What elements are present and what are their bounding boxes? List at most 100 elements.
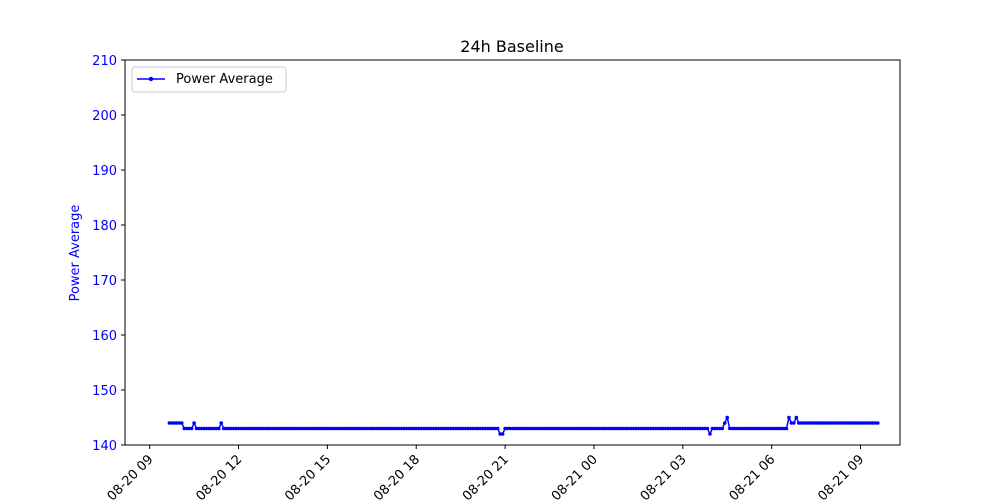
data-point <box>268 426 273 431</box>
data-point <box>567 426 572 431</box>
data-point <box>453 426 458 431</box>
data-point <box>787 415 791 420</box>
data-point <box>278 426 283 431</box>
data-point <box>251 426 256 431</box>
data-point <box>426 426 431 431</box>
data-point <box>231 426 236 431</box>
data-point <box>693 426 697 431</box>
data-point <box>172 421 177 425</box>
data-point <box>352 426 357 431</box>
data-point <box>407 426 411 431</box>
data-point <box>816 421 821 425</box>
data-point <box>192 421 196 425</box>
data-point <box>318 426 322 431</box>
data-point <box>535 426 539 431</box>
data-point <box>207 426 211 431</box>
data-point <box>461 426 465 431</box>
data-point <box>520 426 525 431</box>
data-point <box>439 426 443 431</box>
data-point <box>762 426 767 431</box>
data-point <box>468 426 473 431</box>
data-point <box>370 426 374 431</box>
data-point <box>614 426 618 431</box>
data-point <box>409 426 414 431</box>
data-point <box>683 426 688 431</box>
data-point <box>273 426 278 431</box>
data-point <box>602 426 606 431</box>
data-point <box>626 426 631 431</box>
data-point <box>634 426 638 431</box>
data-point <box>673 426 678 431</box>
data-point <box>286 426 290 431</box>
data-point <box>234 426 238 431</box>
data-point <box>695 426 700 431</box>
y-tick-label: 180 <box>92 219 117 234</box>
data-point <box>582 426 586 431</box>
data-point <box>397 426 401 431</box>
data-point <box>836 421 841 425</box>
data-point <box>710 426 715 431</box>
data-point <box>495 426 500 431</box>
data-point <box>357 426 362 431</box>
data-point <box>337 426 342 431</box>
data-point <box>184 426 189 431</box>
y-axis: 140 150 160 170 180 190 200 210 <box>92 54 125 454</box>
data-point <box>755 426 759 431</box>
data-point <box>419 426 423 431</box>
legend-label: Power Average <box>176 72 273 87</box>
data-point <box>399 426 404 431</box>
data-point <box>804 421 809 425</box>
data-point <box>639 426 643 431</box>
data-point <box>646 426 651 431</box>
data-point <box>288 426 293 431</box>
data-point <box>713 426 717 431</box>
data-point <box>841 421 846 425</box>
legend-marker-swatch <box>148 76 154 82</box>
y-tick-label: 170 <box>92 274 117 289</box>
data-point <box>779 426 784 431</box>
data-point <box>619 426 623 431</box>
data-point <box>362 426 367 431</box>
data-point <box>557 426 562 431</box>
y-axis-label: Power Average <box>68 205 83 302</box>
data-point <box>688 426 693 431</box>
data-point <box>458 426 463 431</box>
data-point <box>537 426 542 431</box>
data-point <box>187 426 191 431</box>
data-point <box>305 426 310 431</box>
data-point <box>838 421 843 425</box>
data-point <box>224 426 228 431</box>
legend: Power Average <box>131 66 287 93</box>
data-point <box>853 421 858 425</box>
data-point <box>831 421 836 425</box>
data-point <box>209 426 214 431</box>
data-point <box>584 426 589 431</box>
data-point <box>323 426 327 431</box>
data-point <box>219 421 224 425</box>
data-point <box>824 421 828 425</box>
data-point <box>515 426 520 431</box>
data-point <box>347 426 352 431</box>
data-point <box>221 426 226 431</box>
data-point <box>777 426 781 431</box>
data-point <box>261 426 266 431</box>
data-point <box>789 421 794 425</box>
data-point <box>560 426 564 431</box>
data-point <box>483 426 488 431</box>
data-point <box>449 426 453 431</box>
data-point <box>577 426 581 431</box>
data-point <box>651 426 655 431</box>
data-point <box>875 421 880 425</box>
data-point <box>678 426 683 431</box>
data-point <box>310 426 315 431</box>
data-point <box>513 426 517 431</box>
data-point <box>429 426 433 431</box>
data-point <box>769 426 774 431</box>
data-point <box>715 426 720 431</box>
data-point <box>271 426 275 431</box>
data-point <box>843 421 848 425</box>
data-point <box>735 426 739 431</box>
data-point <box>658 426 663 431</box>
y-tick-label: 190 <box>92 164 117 179</box>
